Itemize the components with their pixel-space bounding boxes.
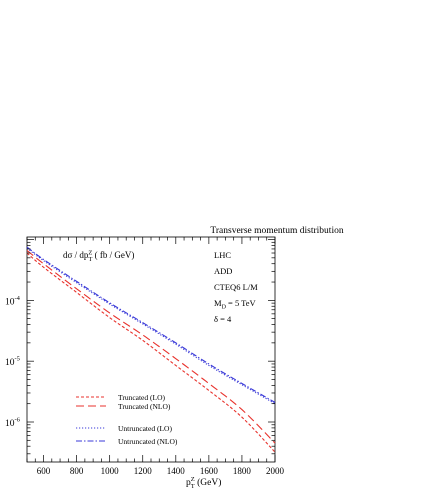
x-axis-label-main: p — [186, 478, 191, 488]
y-tick-label: 10-5 — [5, 356, 20, 369]
x-tick-label: 1600 — [200, 466, 219, 476]
chart-title: Transverse momentum distribution — [210, 226, 343, 236]
legend-label-truncated-lo: Truncated (LO) — [118, 393, 166, 402]
y-tick-label: 10-6 — [5, 417, 21, 430]
y-axis-label-sub: T — [88, 256, 92, 263]
series-line-0 — [26, 252, 276, 453]
series-line-3 — [26, 246, 276, 403]
annotation-delta: δ = 4 — [214, 314, 232, 324]
legend: Truncated (LO) Truncated (NLO) Untruncat… — [76, 393, 178, 446]
legend-label-untruncated-nlo: Untruncated (NLO) — [118, 437, 178, 446]
axis-ticks: 600 800 1000 1200 1400 1600 1800 2000 10-4 10-5 10… — [5, 237, 285, 476]
x-tick-label: 1800 — [233, 466, 252, 476]
legend-label-untruncated-lo: Untruncated (LO) — [118, 424, 172, 433]
annotation-block: LHC ADD CTEQ6 L/M MD = 5 TeV δ = 4 — [214, 250, 258, 324]
x-tick-label: 600 — [37, 466, 51, 476]
annotation-scale-base: M — [214, 298, 222, 308]
series-line-2 — [26, 247, 276, 405]
x-axis-label-sup: Z — [191, 476, 195, 483]
annotation-scale-sub: D — [222, 305, 227, 311]
x-tick-label: 1000 — [101, 466, 120, 476]
series-layer — [26, 246, 276, 453]
series-line-1 — [26, 250, 276, 444]
annotation-collider: LHC — [214, 250, 231, 260]
annotation-model: ADD — [214, 266, 232, 276]
x-axis-label-tail: (GeV) — [195, 477, 222, 488]
y-axis-label-tail: ( fb / GeV) — [92, 250, 134, 260]
x-tick-label: 800 — [70, 466, 84, 476]
x-axis-label-sub: T — [191, 483, 195, 490]
annotation-scale: MD = 5 TeV — [214, 298, 257, 311]
annotation-pdf: CTEQ6 L/M — [214, 282, 258, 292]
x-tick-label: 2000 — [266, 466, 285, 476]
y-axis-label-sup: Z — [88, 250, 92, 257]
x-tick-label: 1400 — [167, 466, 186, 476]
y-axis-label: dσ / dpZ T ( fb / GeV) — [63, 250, 134, 264]
x-tick-label: 1200 — [134, 466, 153, 476]
y-axis-label-main: dσ / dp — [63, 250, 89, 260]
legend-label-truncated-nlo: Truncated (NLO) — [118, 402, 171, 411]
x-axis-label: pZ T (GeV) — [186, 476, 221, 490]
annotation-scale-tail: = 5 TeV — [226, 298, 257, 308]
y-tick-label: 10-4 — [5, 295, 21, 308]
